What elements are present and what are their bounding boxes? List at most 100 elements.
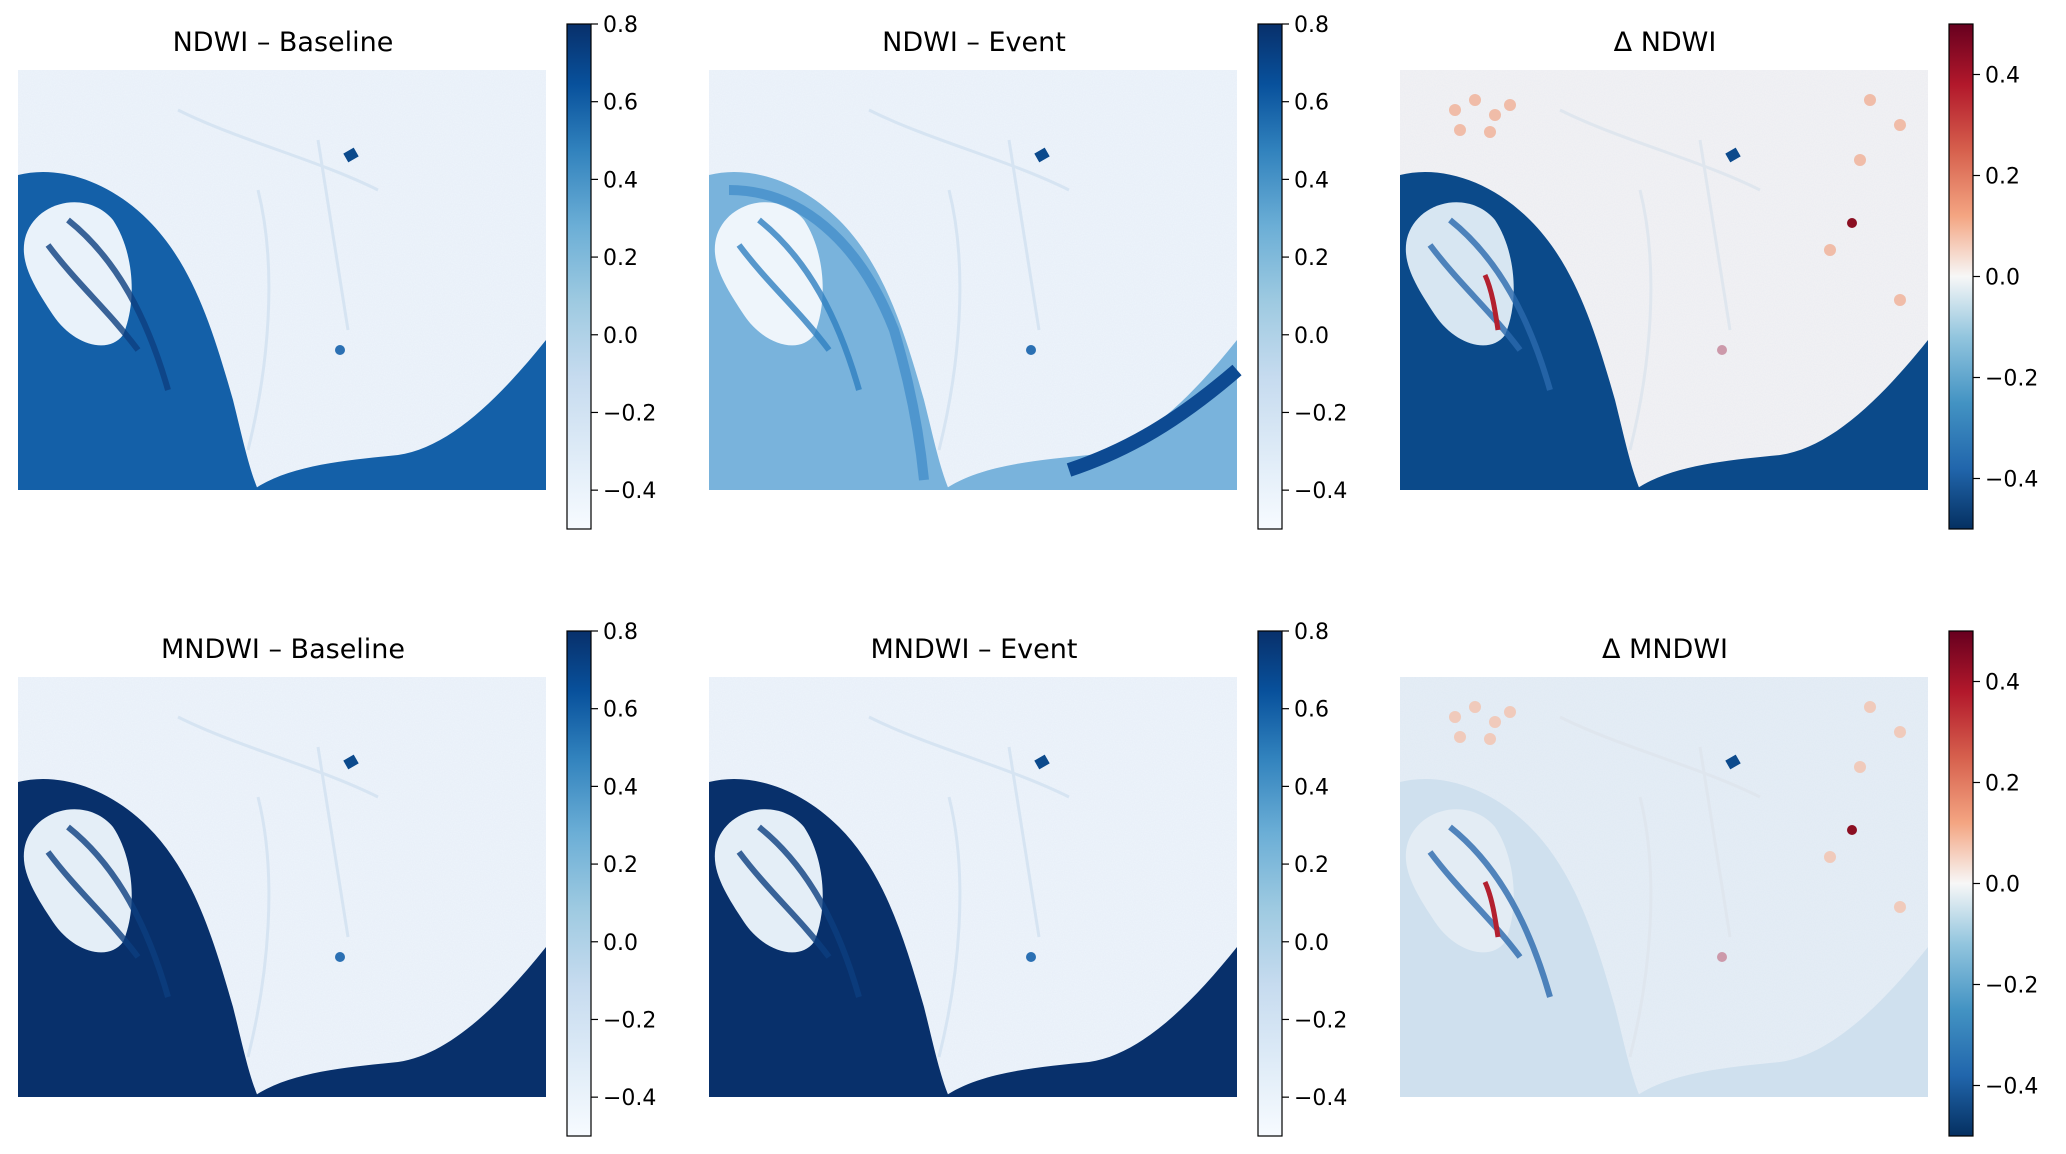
positive-change-spot bbox=[1854, 154, 1866, 166]
colorbar-gradient bbox=[1257, 630, 1283, 1137]
pond bbox=[1717, 345, 1727, 355]
panel-delta-ndwi: Δ NDWI 0.4 0.2 0.0 −0.2 −0.4 bbox=[1400, 23, 2038, 530]
colorbar: 0.4 0.2 0.0 −0.2 −0.4 bbox=[1948, 630, 2038, 1137]
road-features bbox=[177, 715, 379, 1058]
colorbar-tick-label: −0.4 bbox=[603, 1086, 656, 1111]
flood-flow bbox=[1066, 364, 1242, 477]
positive-change-spot bbox=[1454, 124, 1466, 136]
positive-change-spot bbox=[1894, 294, 1906, 306]
river-east-channel bbox=[944, 947, 1237, 1097]
positive-change-spot bbox=[1504, 99, 1516, 111]
positive-change-spot bbox=[1854, 761, 1866, 773]
positive-change-spot bbox=[1824, 851, 1836, 863]
pond bbox=[1725, 754, 1741, 770]
positive-change-spot bbox=[1894, 901, 1906, 913]
colorbar-gradient bbox=[1948, 630, 1974, 1137]
colorbar-tick-label: −0.4 bbox=[603, 479, 656, 504]
panel-title: Δ MNDWI bbox=[1602, 634, 1728, 665]
colorbar-tick-label: 0.4 bbox=[603, 168, 638, 193]
colorbar-tick-label: 0.0 bbox=[603, 931, 638, 956]
braided-channels bbox=[736, 217, 862, 391]
panel-mndwi-event: MNDWI – Event 0.8 0.6 0.4 0.2 0.0 −0.2 −0.4 bbox=[709, 620, 1347, 1137]
colorbar-tick-label: 0.2 bbox=[1294, 246, 1329, 271]
colorbar-tick-label: 0.0 bbox=[1294, 324, 1329, 349]
colorbar: 0.8 0.6 0.4 0.2 0.0 −0.2 −0.4 bbox=[566, 620, 656, 1137]
river-east-channel bbox=[253, 947, 546, 1097]
colorbar: 0.8 0.6 0.4 0.2 0.0 −0.2 −0.4 bbox=[566, 13, 656, 530]
road-features bbox=[177, 108, 379, 451]
colorbar-tick-label: 0.8 bbox=[603, 13, 638, 38]
panel-title: NDWI – Event bbox=[882, 27, 1066, 58]
colorbar-tick-label: 0.2 bbox=[1985, 165, 2020, 190]
colorbar-gradient bbox=[566, 23, 592, 530]
river-east-channel bbox=[944, 340, 1237, 490]
panel-delta-mndwi: Δ MNDWI 0.4 0.2 0.0 −0.2 −0.4 bbox=[1400, 630, 2038, 1137]
positive-change-spot bbox=[1864, 701, 1876, 713]
colorbar-tick-label: 0.6 bbox=[1294, 91, 1329, 116]
panel-ndwi-baseline: NDWI – Baseline 0.8 0.6 0.4 0.2 0.0 −0.2 −0.4 bbox=[18, 13, 656, 530]
road-features bbox=[868, 108, 1070, 451]
positive-change-spot bbox=[1484, 126, 1496, 138]
map-image bbox=[1400, 70, 1928, 490]
colorbar-tick-label: −0.4 bbox=[1985, 1075, 2038, 1100]
colorbar: 0.8 0.6 0.4 0.2 0.0 −0.2 −0.4 bbox=[1257, 620, 1347, 1137]
positive-change-spot bbox=[1847, 218, 1857, 228]
positive-change-edge bbox=[1482, 880, 1501, 938]
braided-channels bbox=[45, 217, 171, 391]
braided-channels bbox=[45, 824, 171, 998]
braided-channels bbox=[1427, 824, 1553, 998]
flood-flow bbox=[728, 185, 929, 481]
map-image bbox=[18, 677, 546, 1097]
pond bbox=[1034, 754, 1050, 770]
panel-title: Δ NDWI bbox=[1614, 27, 1717, 58]
positive-change-spot bbox=[1489, 109, 1501, 121]
colorbar-tick-label: −0.4 bbox=[1294, 1086, 1347, 1111]
colorbar-tick-label: 0.0 bbox=[1294, 931, 1329, 956]
positive-change-spot bbox=[1484, 733, 1496, 745]
colorbar-tick-label: −0.2 bbox=[1294, 1008, 1347, 1033]
pond bbox=[1026, 952, 1036, 962]
map-image bbox=[709, 70, 1242, 490]
river-east-channel bbox=[1635, 340, 1928, 490]
pond bbox=[343, 147, 359, 163]
colorbar-tick-label: 0.6 bbox=[603, 91, 638, 116]
pond bbox=[335, 345, 345, 355]
positive-change-spot bbox=[1504, 706, 1516, 718]
map-image bbox=[1400, 677, 1928, 1097]
colorbar-tick-label: 0.8 bbox=[1294, 620, 1329, 645]
panel-title: NDWI – Baseline bbox=[173, 27, 394, 58]
braided-channels bbox=[1427, 217, 1553, 391]
positive-change-spot bbox=[1847, 825, 1857, 835]
colorbar-tick-label: −0.2 bbox=[1294, 401, 1347, 426]
colorbar-tick-label: −0.2 bbox=[1985, 974, 2038, 999]
colorbar-tick-label: −0.4 bbox=[1294, 479, 1347, 504]
panel-title: MNDWI – Baseline bbox=[161, 634, 405, 665]
colorbar-tick-label: 0.4 bbox=[603, 775, 638, 800]
colorbar-tick-label: 0.4 bbox=[1294, 168, 1329, 193]
colorbar-tick-label: 0.6 bbox=[603, 698, 638, 723]
colorbar-tick-label: 0.2 bbox=[1985, 772, 2020, 797]
panel-title: MNDWI – Event bbox=[871, 634, 1078, 665]
positive-change-spot bbox=[1469, 94, 1481, 106]
pond bbox=[1725, 147, 1741, 163]
colorbar-tick-label: 0.6 bbox=[1294, 698, 1329, 723]
pond bbox=[1026, 345, 1036, 355]
pond bbox=[1717, 952, 1727, 962]
road-features bbox=[868, 715, 1070, 1058]
colorbar: 0.8 0.6 0.4 0.2 0.0 −0.2 −0.4 bbox=[1257, 13, 1347, 530]
positive-change-spot bbox=[1449, 104, 1461, 116]
colorbar-tick-label: 0.0 bbox=[603, 324, 638, 349]
pond bbox=[1034, 147, 1050, 163]
positive-change-spot bbox=[1864, 94, 1876, 106]
river-east-channel bbox=[1635, 947, 1928, 1097]
colorbar-gradient bbox=[1257, 23, 1283, 530]
colorbar: 0.4 0.2 0.0 −0.2 −0.4 bbox=[1948, 23, 2038, 530]
colorbar-tick-label: 0.2 bbox=[1294, 853, 1329, 878]
colorbar-tick-label: −0.4 bbox=[1985, 468, 2038, 493]
pond bbox=[335, 952, 345, 962]
river-east-channel bbox=[253, 340, 546, 490]
colorbar-tick-label: 0.2 bbox=[603, 246, 638, 271]
positive-change-spot bbox=[1454, 731, 1466, 743]
colorbar-tick-label: 0.4 bbox=[1294, 775, 1329, 800]
